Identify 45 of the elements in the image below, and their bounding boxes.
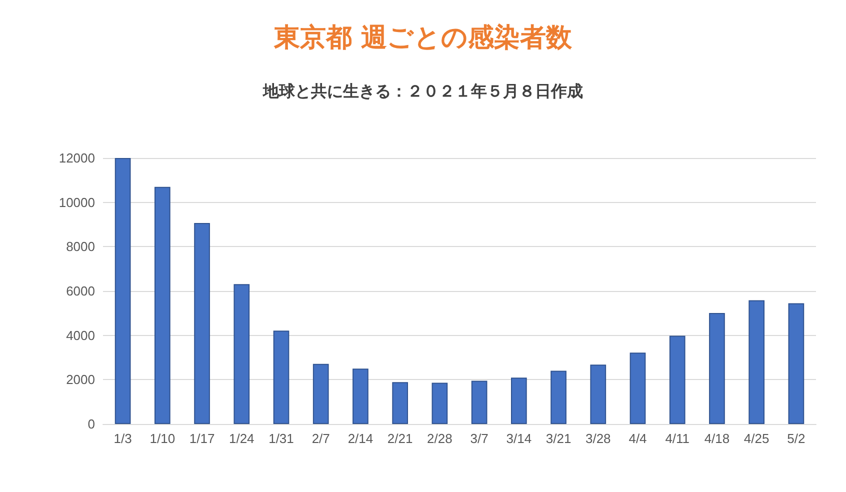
chart-title: 東京都 週ごとの感染者数 bbox=[272, 23, 574, 53]
x-tick-label: 1/31 bbox=[268, 431, 294, 446]
x-tick-label: 4/4 bbox=[628, 431, 647, 446]
x-tick-label: 3/28 bbox=[585, 431, 611, 446]
x-tick-label: 4/18 bbox=[704, 431, 730, 446]
x-tick-label: 3/14 bbox=[506, 431, 532, 446]
x-tick-label: 1/24 bbox=[228, 431, 254, 446]
bar bbox=[550, 370, 566, 424]
y-tick-label: 6000 bbox=[66, 284, 95, 298]
x-tick-label: 4/11 bbox=[665, 431, 690, 446]
y-tick-label: 10000 bbox=[58, 194, 95, 210]
x-tick-label: 1/3 bbox=[114, 431, 132, 446]
chart-subtitle: 地球と共に生きる：２０２１年５月８日作成 bbox=[262, 82, 583, 100]
x-tick-label: 3/7 bbox=[470, 431, 488, 446]
bar bbox=[352, 368, 368, 424]
bar bbox=[432, 382, 448, 424]
y-tick-label: 2000 bbox=[66, 372, 95, 388]
x-tick-label: 2/28 bbox=[427, 431, 452, 446]
x-tick-label: 1/17 bbox=[189, 431, 215, 446]
y-tick-label: 4000 bbox=[66, 328, 95, 343]
bar bbox=[590, 364, 606, 424]
x-tick-label: 4/25 bbox=[744, 431, 770, 446]
bar bbox=[669, 336, 686, 424]
y-tick-label: 12000 bbox=[58, 150, 95, 166]
bar bbox=[273, 330, 290, 424]
x-tick-label: 5/2 bbox=[787, 431, 806, 446]
y-tick-label: 0 bbox=[88, 416, 95, 432]
bar bbox=[788, 303, 804, 424]
bar bbox=[194, 222, 210, 424]
x-tick-label: 3/21 bbox=[546, 431, 572, 446]
bar bbox=[471, 380, 488, 424]
x-tick-label: 2/14 bbox=[348, 431, 374, 446]
bar bbox=[709, 312, 725, 424]
bar bbox=[114, 158, 131, 424]
bar bbox=[630, 352, 646, 424]
bar bbox=[392, 382, 408, 424]
x-tick-label: 2/7 bbox=[312, 431, 330, 446]
y-tick-label: 8000 bbox=[66, 239, 95, 254]
bar bbox=[510, 378, 527, 424]
bar bbox=[312, 364, 329, 424]
x-tick-label: 1/10 bbox=[150, 431, 176, 446]
bar bbox=[748, 300, 765, 424]
bar bbox=[154, 186, 170, 424]
x-tick-label: 2/21 bbox=[387, 431, 413, 446]
bar bbox=[234, 284, 250, 424]
